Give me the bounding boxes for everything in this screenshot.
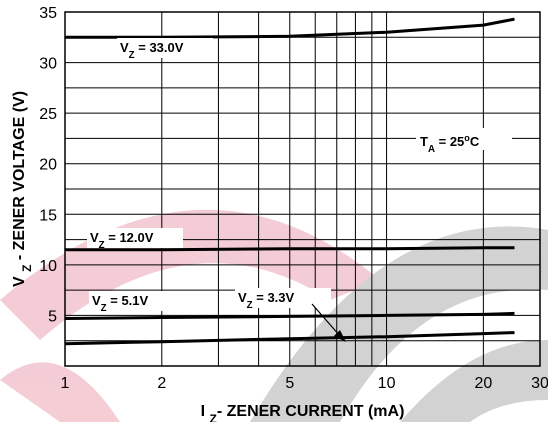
watermark-arc: [0, 362, 120, 422]
text-part: A: [428, 144, 435, 155]
text-part: V: [11, 272, 28, 287]
grid: [64, 11, 541, 366]
label-background: [89, 291, 185, 311]
series-line: [65, 17, 515, 39]
x-tick-label: 20: [474, 375, 492, 392]
x-axis-label: I Z- ZENER CURRENT (mA): [201, 403, 405, 422]
text-part: = 12.0V: [105, 230, 154, 245]
y-tick-label: 25: [39, 106, 57, 123]
y-axis-label: V Z - ZENER VOLTAGE (V): [11, 91, 34, 287]
text-part: = 25: [435, 134, 464, 149]
y-tick-label: 15: [39, 207, 57, 224]
text-part: I: [201, 403, 210, 420]
y-tick-label: 30: [39, 56, 57, 73]
y-tick-label: 5: [48, 308, 57, 325]
text-part: Z: [101, 303, 107, 314]
text-part: V: [120, 40, 129, 55]
text-part: C: [470, 134, 480, 149]
text-part: V: [90, 230, 99, 245]
text-part: T: [420, 134, 428, 149]
x-tick-label: 10: [378, 375, 396, 392]
label-background: [416, 128, 512, 150]
text-part: Z: [20, 265, 34, 272]
text-part: = 5.1V: [107, 293, 149, 308]
x-tick-label: 1: [61, 375, 70, 392]
label-background: [87, 228, 183, 248]
label-background: [117, 38, 213, 58]
series-label: VZ = 3.3V: [238, 290, 295, 311]
text-part: o: [464, 133, 470, 143]
text-part: Z: [247, 300, 253, 311]
watermark-arc: [250, 226, 548, 422]
x-tick-label: 2: [157, 375, 166, 392]
x-tick-label: 30: [531, 375, 548, 392]
series-line: [65, 246, 515, 252]
text-part: Z: [210, 412, 217, 422]
watermark-arc: [400, 340, 548, 422]
y-tick-label: 10: [39, 258, 57, 275]
annotation: TA = 25oC: [420, 133, 480, 155]
y-tick-label: 20: [39, 157, 57, 174]
text-part: - ZENER VOLTAGE (V): [11, 91, 28, 265]
series-label: VZ = 5.1V: [92, 293, 149, 314]
text-part: = 33.0V: [135, 40, 184, 55]
series-line: [64, 311, 515, 320]
x-tick-label: 5: [285, 375, 294, 392]
text-part: Z: [129, 50, 135, 61]
label-background: [235, 288, 331, 308]
text-part: = 3.3V: [253, 290, 295, 305]
text-part: V: [92, 293, 101, 308]
leader-line: [311, 303, 341, 337]
series-label: VZ = 33.0V: [120, 40, 184, 61]
text-part: - ZENER CURRENT (mA): [217, 403, 405, 420]
series-label: VZ = 12.0V: [90, 230, 154, 251]
text-part: V: [238, 290, 247, 305]
text-part: Z: [99, 240, 105, 251]
y-tick-label: 35: [39, 5, 57, 22]
arrow-head: [334, 330, 346, 342]
watermark-arc: [0, 209, 380, 340]
